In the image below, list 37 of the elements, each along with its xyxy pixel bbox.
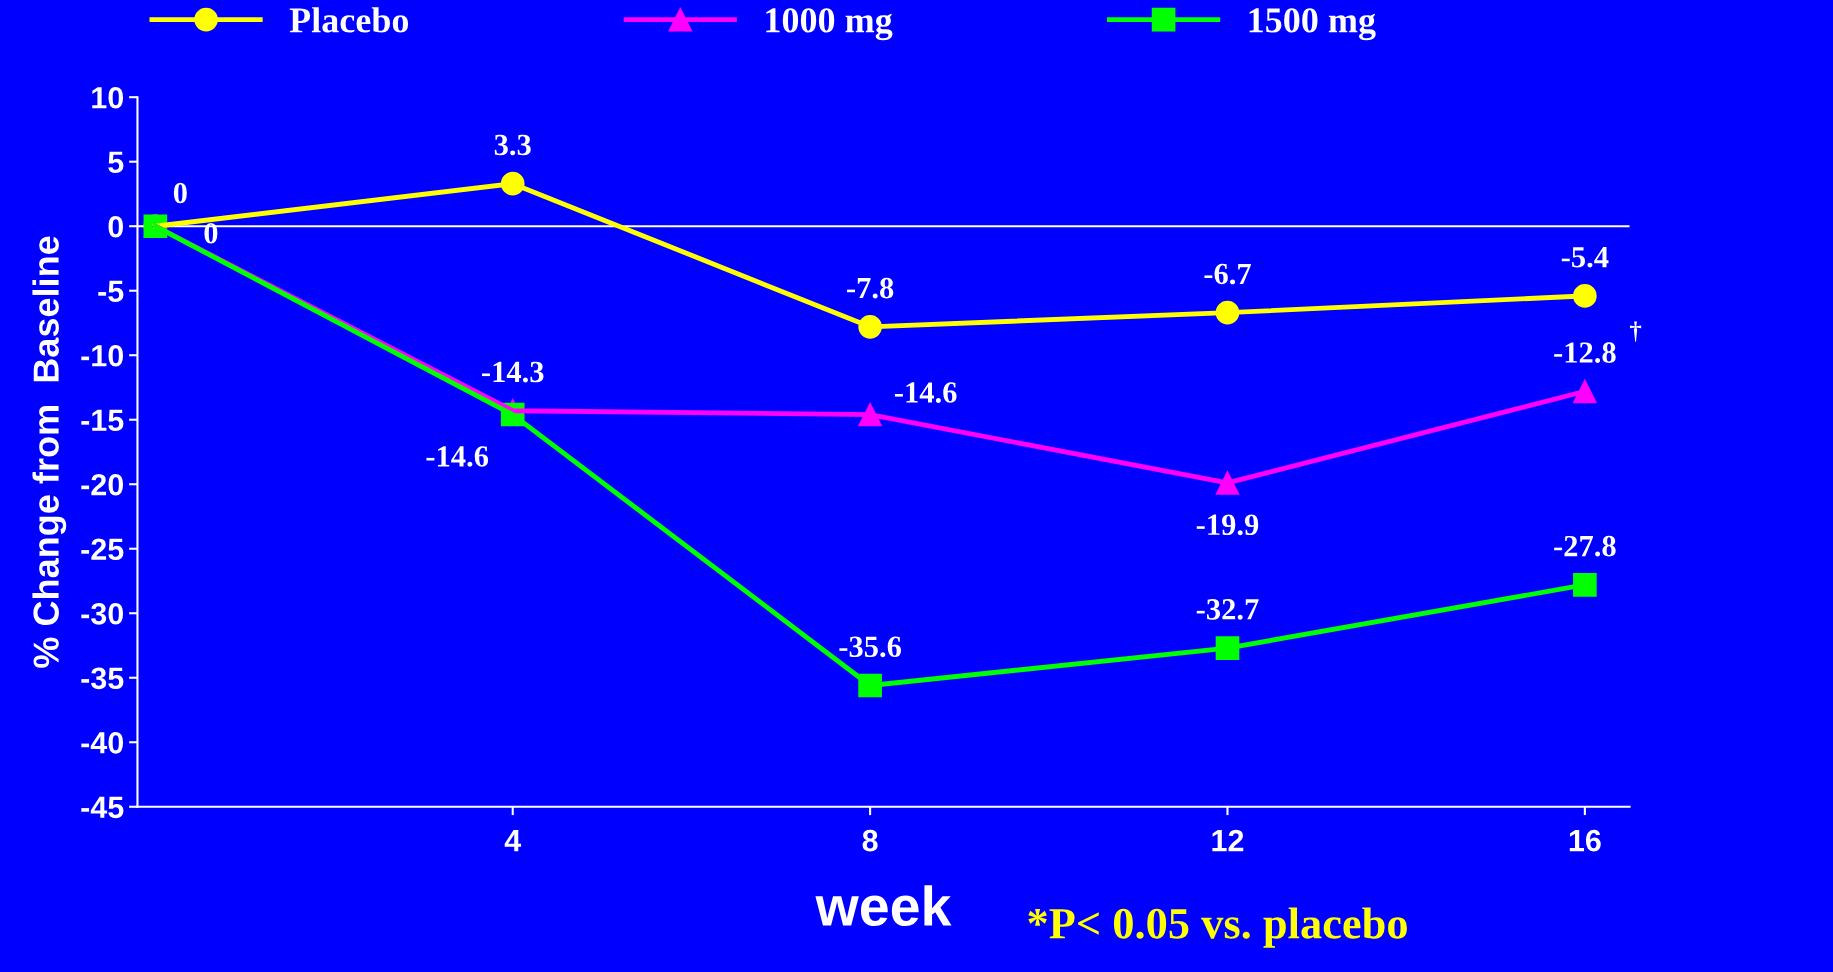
- y-axis-title: % Change from Baseline: [32, 236, 67, 668]
- y-tick-label: -10: [81, 344, 124, 367]
- data-label: -6.7: [1204, 263, 1251, 285]
- x-tick-label: 12: [1212, 829, 1244, 852]
- x-tick-label: 8: [862, 829, 878, 852]
- y-tick-label: 0: [108, 215, 124, 238]
- data-label: -12.8: [1554, 342, 1616, 364]
- y-tick-label: 5: [108, 151, 124, 174]
- y-tick-label: -15: [81, 409, 124, 432]
- data-label: -5.4: [1561, 247, 1609, 268]
- y-tick-label: -45: [81, 796, 124, 819]
- legend-label: 1000 mg: [766, 8, 893, 41]
- y-tick-label: -30: [81, 602, 124, 625]
- data-label: 3.3: [494, 134, 531, 156]
- data-label: 0: [204, 223, 218, 244]
- data-label: -27.8: [1554, 535, 1616, 557]
- x-tick-label: 4: [504, 830, 522, 852]
- legend-label: 1500 mg: [1249, 8, 1376, 41]
- data-label: 0: [173, 182, 187, 204]
- y-tick-label: -5: [98, 280, 124, 303]
- y-tick-label: 10: [92, 86, 124, 109]
- x-tick-label: 16: [1569, 829, 1601, 852]
- y-tick-label: -20: [81, 473, 124, 496]
- y-tick-label: -40: [81, 731, 124, 754]
- y-tick-label: -25: [81, 538, 124, 561]
- data-label: -35.6: [839, 636, 902, 658]
- data-label: -14.6: [894, 382, 957, 403]
- data-label: -14.6: [426, 446, 489, 467]
- y-tick-label: -35: [81, 667, 124, 690]
- data-label: -32.7: [1196, 599, 1259, 620]
- data-label: -14.3: [482, 361, 544, 383]
- annotation: †: [1629, 321, 1642, 342]
- x-axis-title: week: [815, 885, 952, 927]
- text: *P< 0.05 vs. placebo: [1028, 907, 1407, 948]
- data-label: -19.9: [1196, 514, 1259, 536]
- legend-label: Placebo: [289, 7, 409, 33]
- data-label: -7.8: [847, 277, 894, 299]
